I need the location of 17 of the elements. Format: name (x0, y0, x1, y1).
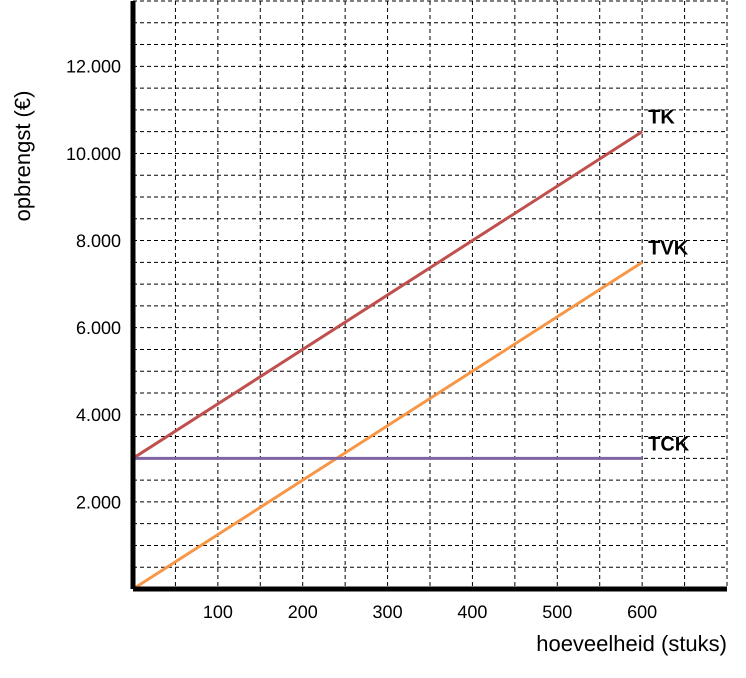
x-tick-label: 300 (372, 602, 403, 622)
x-tick-label: 200 (288, 602, 318, 622)
x-tick-label: 400 (457, 602, 488, 622)
y-tick-label: 8.000 (76, 230, 121, 251)
x-axis-title: hoeveelheid (stuks) (536, 631, 727, 656)
y-tick-label: 10.000 (66, 144, 121, 164)
series-label: TVK (648, 237, 689, 260)
y-tick-label: 6.000 (76, 318, 121, 338)
series-label: TK (648, 106, 676, 129)
y-axis-title: opbrengst (€) (10, 90, 35, 222)
x-tick-label: 600 (627, 602, 658, 622)
y-tick-label: 2.000 (76, 492, 121, 512)
x-tick-label: 500 (542, 602, 572, 622)
series-label: TCK (648, 433, 690, 456)
y-tick-label: 12.000 (66, 56, 121, 77)
y-tick-label: 4.000 (76, 405, 121, 426)
x-tick-label: 100 (202, 602, 233, 622)
